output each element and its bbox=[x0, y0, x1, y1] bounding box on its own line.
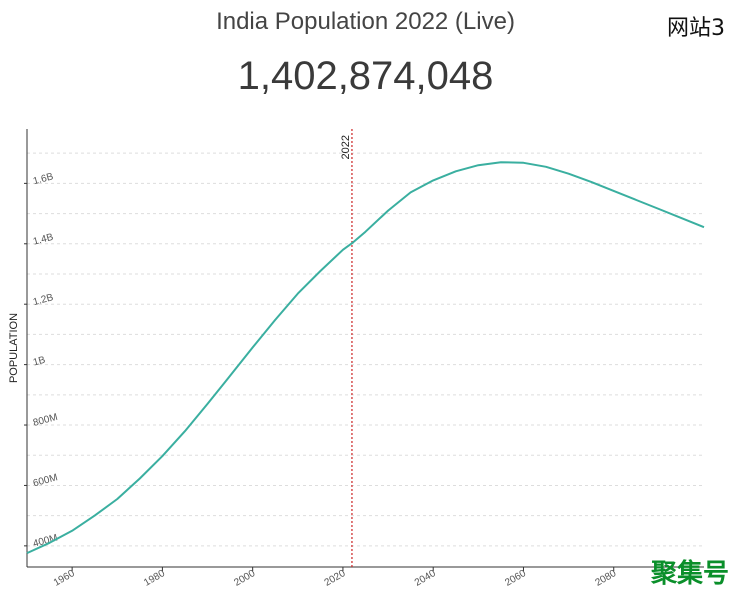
x-tick-label: 1960 bbox=[52, 568, 77, 589]
series-line[interactable] bbox=[26, 161, 705, 555]
grid-lines bbox=[27, 152, 704, 547]
y-tick-label: 800M bbox=[32, 412, 59, 429]
x-tick-label: 2000 bbox=[232, 568, 257, 589]
watermark-logo: 聚集号 bbox=[650, 559, 729, 589]
series-lines[interactable] bbox=[26, 161, 705, 555]
x-axis-ticks: 1960 1980 2000 2020 2040 2060 2080 bbox=[52, 567, 619, 589]
y-tick-label: 600M bbox=[32, 472, 59, 489]
y-tick-label: 1.2B bbox=[32, 292, 55, 308]
y-axis-label: POPULATION bbox=[8, 313, 20, 383]
chart-axes bbox=[26, 129, 704, 568]
x-tick-label: 1980 bbox=[142, 568, 167, 589]
x-tick-label: 2060 bbox=[503, 568, 528, 589]
site-tag: 网站3 bbox=[667, 16, 725, 41]
year-marker: 2022 bbox=[340, 129, 353, 567]
y-tick-label: 1.4B bbox=[32, 232, 55, 248]
x-tick-label: 2080 bbox=[593, 568, 618, 589]
x-tick-label: 2020 bbox=[323, 568, 348, 589]
x-tick-label: 2040 bbox=[413, 568, 438, 589]
marker-label: 2022 bbox=[340, 135, 352, 159]
page-title: India Population 2022 (Live) bbox=[216, 8, 515, 35]
y-tick-label: 400M bbox=[32, 533, 59, 550]
y-axis-ticks: 400M 600M 800M 1B 1.2B 1.4B 1.6B bbox=[24, 171, 59, 550]
y-tick-label: 1B bbox=[32, 355, 47, 369]
population-counter: 1,402,874,048 bbox=[237, 54, 494, 98]
y-tick-label: 1.6B bbox=[32, 171, 55, 187]
